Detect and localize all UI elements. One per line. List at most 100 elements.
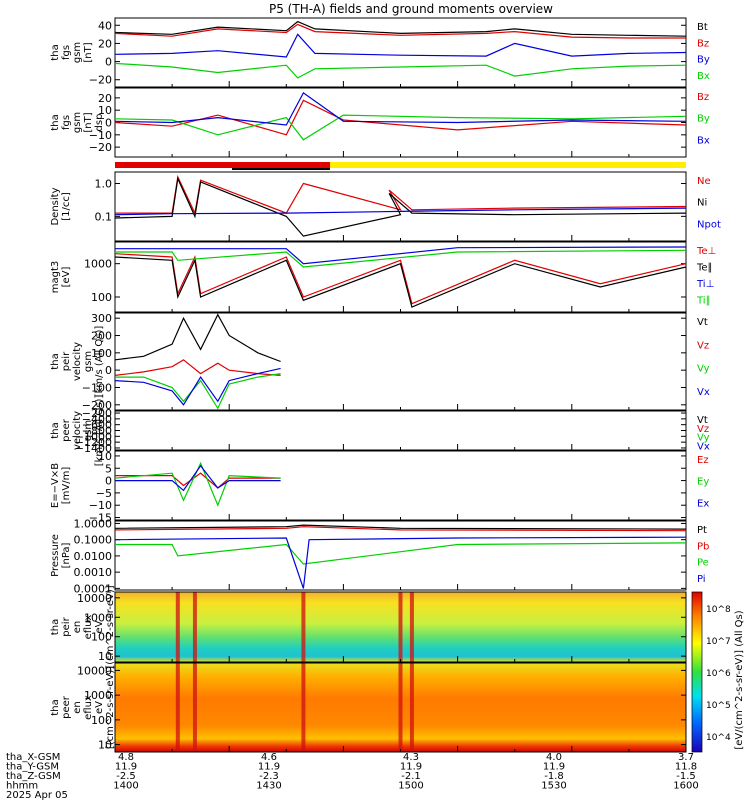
series-line-Bz: [114, 99, 687, 136]
legend-entry: Npot: [697, 219, 721, 230]
orbit-value: 4.3: [403, 752, 419, 763]
series-line-Ez: [115, 472, 281, 489]
ytick-label: 0.1000: [74, 534, 113, 547]
ytick-label: 10000: [77, 592, 112, 605]
spectrogram-stripe-4: [398, 592, 403, 662]
spectrogram-stripe-5: [409, 592, 414, 662]
mode-bar-black: [232, 168, 330, 170]
series-line-Pt: [114, 524, 687, 530]
ylabel-line: eflux: [83, 615, 94, 640]
orbit-value: 4.0: [546, 752, 562, 763]
ytick-label: 10: [98, 104, 112, 117]
spectrogram-stripe-3: [301, 663, 306, 752]
ylabel-line: [km/s (All Qs)]: [94, 395, 105, 467]
ytick-label: 10: [98, 739, 112, 752]
colorbar-label: [eV/(cm^2-s-sr-eV)] (All Qs): [734, 610, 745, 749]
panel-frame: [114, 312, 687, 411]
series-line-Vx: [114, 367, 281, 406]
orbit-value: -1.5: [676, 771, 696, 782]
series-line-Bx: [114, 62, 687, 79]
orbit-value: 1600: [673, 781, 698, 792]
legend-entry: Vt: [697, 415, 708, 426]
ylabel-line: tha: [50, 114, 61, 130]
series-line-Pe: [115, 542, 687, 565]
ylabel-line: en: [72, 701, 83, 714]
colorbar-tick: 10^8: [706, 605, 731, 615]
ylabel-line: magt3: [50, 261, 61, 294]
ylabel-line: fgs: [61, 115, 72, 130]
ylabel-line: [nT]: [83, 112, 94, 132]
series-line-Bt: [114, 20, 687, 37]
ytick-label: 20: [98, 37, 112, 50]
ylabel-line: [nPa]: [61, 542, 72, 568]
ytick-label: 0: [105, 117, 112, 130]
legend-entry: Ne: [697, 176, 711, 187]
ylabel-line: velocity: [72, 342, 83, 381]
panel-8: 1.0000 0.1000 0.0100 0.0010 0.0001 Pressure [n…: [50, 517, 709, 595]
ylabel-line: [mV/m]: [61, 467, 72, 505]
ylabel-line: [eV]: [61, 267, 72, 288]
colorbar-ticks: 10^4 10^5 10^6 10^7 10^8: [706, 605, 731, 743]
ytick-label: −20: [89, 74, 112, 87]
orbit-value: 11.9: [543, 762, 565, 773]
orbit-value: -1.8: [544, 771, 564, 782]
colorbar: [691, 591, 703, 753]
legend-entry: Ex: [697, 498, 709, 509]
ytick-label: 1.0000: [74, 517, 113, 530]
ylabel-line: eflux: [83, 695, 94, 720]
ylabel-line: [nT]: [83, 42, 94, 62]
orbit-value: 1500: [398, 781, 423, 792]
ytick-label: 10: [98, 450, 112, 463]
panel-frame: [114, 17, 687, 88]
panel-frame: [114, 450, 687, 521]
ytick-label: −1200: [75, 436, 112, 449]
ytick-label: 1000: [84, 258, 112, 271]
ylabel-line: tha: [50, 44, 61, 60]
legend-entry: Pb: [697, 541, 709, 552]
ytick-label: 100: [91, 347, 112, 360]
ytick-label: 0.0010: [74, 566, 113, 579]
ylabel-line: eV: [94, 701, 105, 714]
ytick-label: 100: [91, 714, 112, 727]
ylabel-line: en: [72, 621, 83, 634]
ytick-label: −1400: [75, 442, 112, 455]
ylabel-line: Pressure: [50, 534, 61, 577]
series-line-Bz: [114, 23, 686, 39]
ytick-label: 10000: [77, 664, 112, 677]
ylabel-line: dsp: [94, 114, 105, 132]
legend-entry: Bz: [697, 92, 709, 103]
ylabel-line: eV: [94, 620, 105, 633]
orbit-label: tha_Z-GSM: [6, 771, 61, 782]
ytick-label: −400: [82, 413, 112, 426]
legend-entry: Te⊥: [696, 246, 716, 257]
panel-frame: [114, 520, 687, 591]
colorbar-tick: 10^6: [706, 669, 731, 679]
ytick-label: 300: [91, 312, 112, 325]
colorbar-tick: 10^7: [706, 637, 731, 647]
ytick-label: 5: [105, 462, 112, 475]
ylabel-line: [(cm^2-s-sr-eV)]: [105, 666, 116, 749]
orbit-value: -2.1: [401, 771, 421, 782]
series-line-Ti⊥: [115, 246, 687, 265]
legend-entry: Vx: [697, 387, 710, 398]
orbit-label: tha_Y-GSM: [6, 762, 59, 773]
ylabel-line: peer: [61, 695, 72, 719]
legend-entry: Ti∥: [696, 296, 711, 307]
ylabel-line: peir: [61, 616, 72, 636]
orbit-label: tha_X-GSM: [6, 752, 60, 763]
panel-frame: [114, 410, 687, 451]
series-line-Vz: [114, 359, 281, 376]
series-line-Vt: [114, 313, 281, 363]
ytick-label: 0: [105, 56, 112, 69]
legend-entry: By: [697, 55, 710, 66]
ylabel-line: gsm: [83, 351, 94, 372]
ytick-label: 1.0: [95, 178, 113, 191]
ytick-label: 0: [105, 475, 112, 488]
ylabel-line: velocity: [72, 411, 83, 450]
ytick-label: 40: [98, 19, 112, 32]
series-line-By: [114, 33, 687, 58]
legend-entry: Pi: [697, 574, 706, 585]
ylabel-line: tha: [50, 422, 61, 438]
